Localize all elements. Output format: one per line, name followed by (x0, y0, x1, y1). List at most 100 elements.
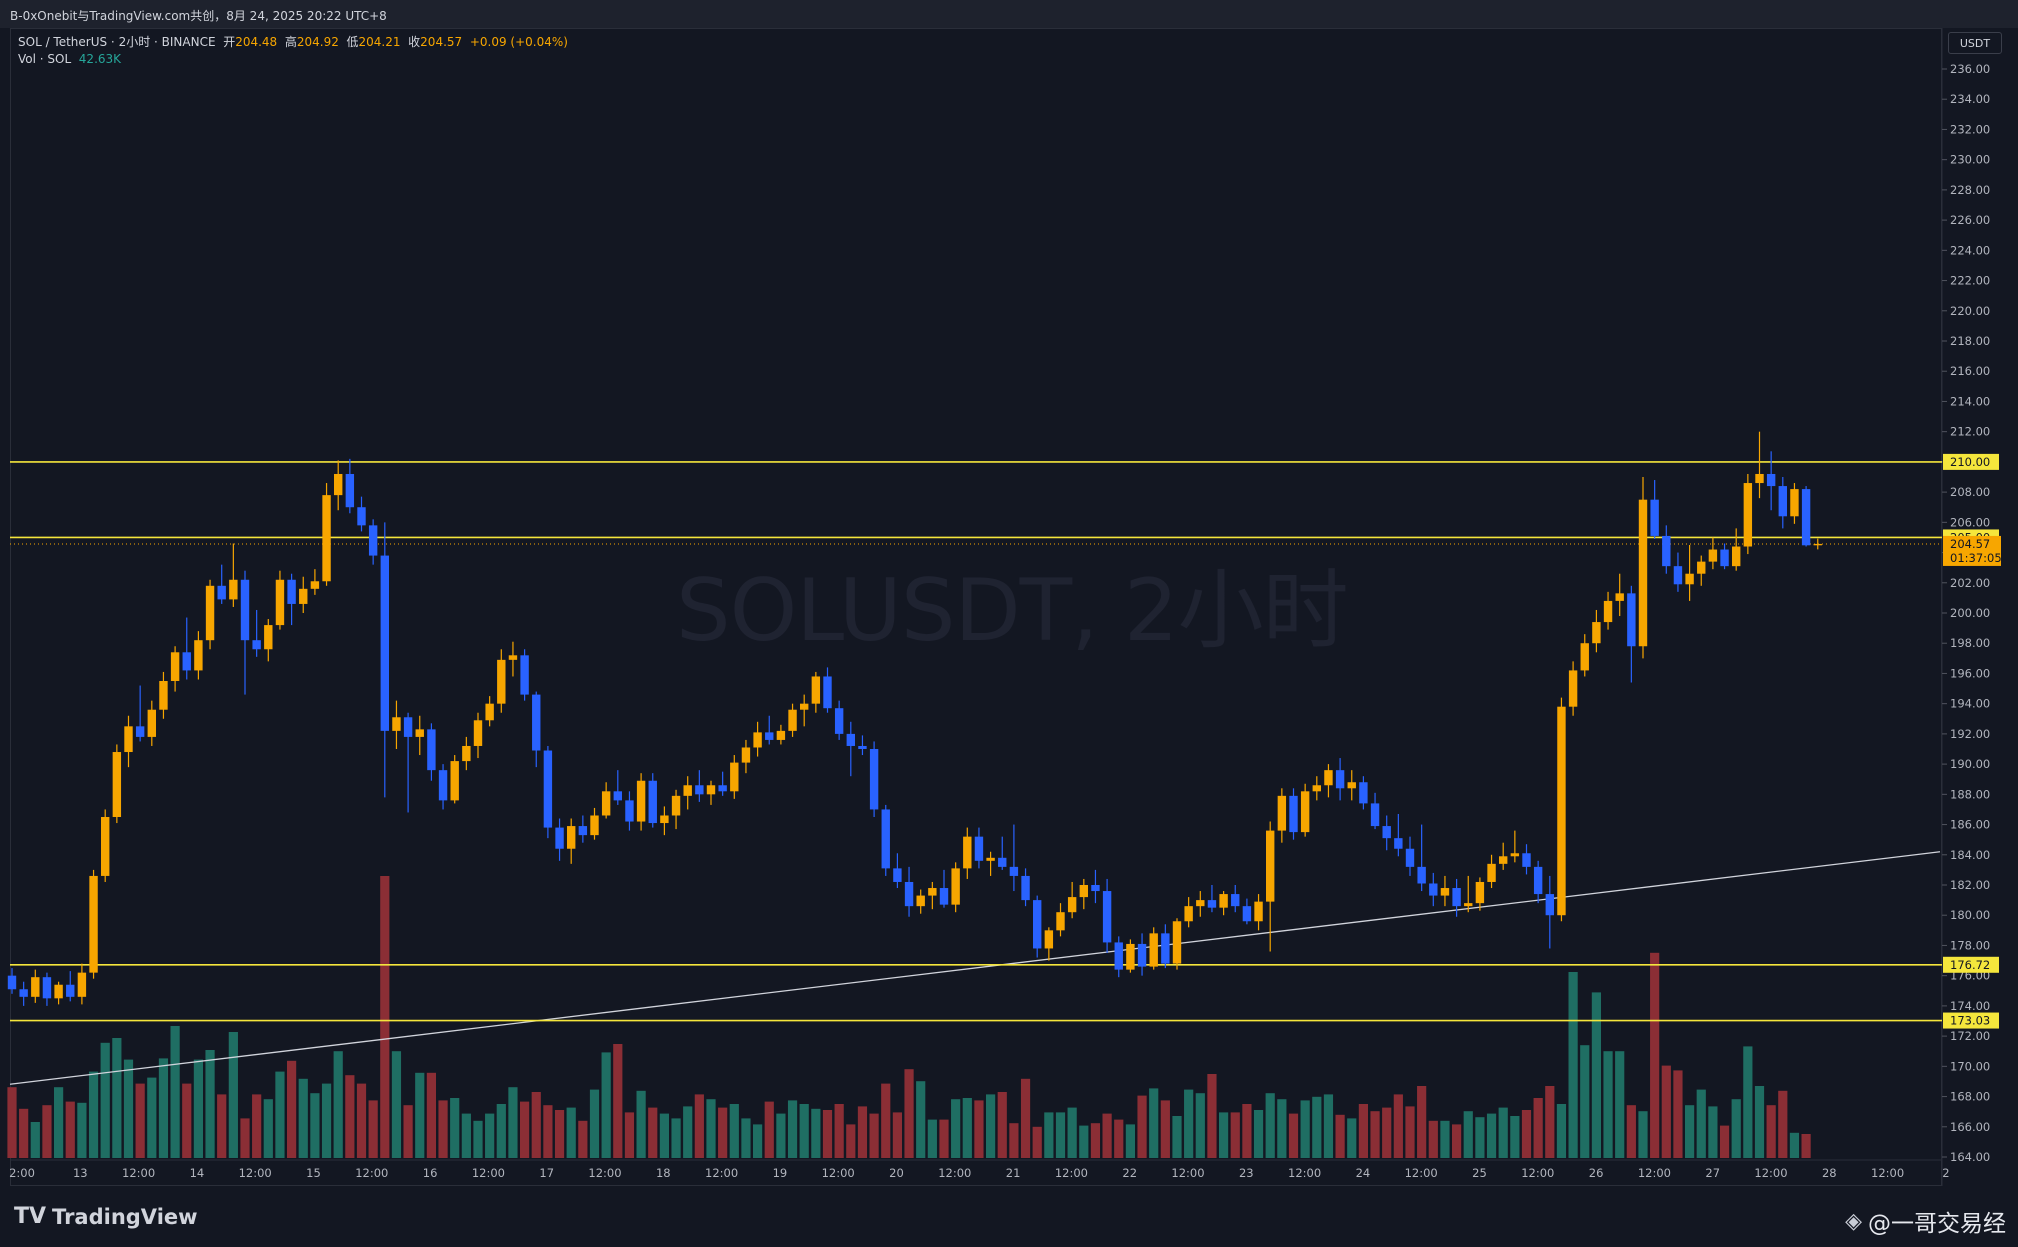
volume-bar (77, 1102, 87, 1158)
symbol-title[interactable]: SOL / TetherUS · 2小时 · BINANCE (18, 35, 216, 49)
price-tick-label: 190.00 (1950, 757, 1990, 771)
candle-body (368, 525, 378, 556)
volume-bar (1230, 1112, 1240, 1158)
volume-bar (438, 1100, 448, 1158)
candle-body (450, 761, 459, 801)
volume-bar (1766, 1105, 1776, 1158)
volume-bar (54, 1087, 64, 1158)
volume-bar (1405, 1106, 1415, 1158)
candle-body (473, 720, 483, 746)
candle-body (1615, 593, 1624, 601)
volume-bar (1556, 1104, 1567, 1158)
candle-body (1347, 782, 1356, 789)
volume-bar (753, 1124, 763, 1158)
candle-body (1417, 866, 1426, 884)
volume-legend-row: Vol · SOL 42.63K (18, 51, 568, 68)
footer-bar (0, 1188, 2018, 1247)
ascending-trendline[interactable] (9, 851, 1941, 1085)
volume-bar (380, 876, 390, 1158)
volume-bar (1568, 972, 1578, 1158)
candle-body (357, 507, 366, 526)
volume-bar (217, 1094, 227, 1158)
currency-selector[interactable]: USDT (1948, 32, 2002, 54)
price-tick-label: 188.00 (1950, 787, 1990, 801)
candle-body (578, 826, 588, 836)
time-tick-label: 12:00 (1754, 1166, 1787, 1180)
candle-body (928, 888, 937, 896)
volume-bar (1661, 1065, 1671, 1158)
volume-bar (962, 1098, 972, 1158)
candle-body (1079, 885, 1088, 898)
volume-bar (927, 1119, 937, 1158)
last-price-label: 204.57 (1950, 537, 1990, 551)
price-chart[interactable]: 164.00 166.00 168.00 170.00 172.00 174.00 176.… (0, 0, 2018, 1188)
candle-body (1592, 622, 1601, 644)
volume-bar (846, 1124, 856, 1158)
volume-bar (589, 1089, 600, 1158)
time-tick-label: 21 (1006, 1166, 1021, 1180)
volume-bar (1009, 1123, 1019, 1158)
candle-body (1405, 848, 1415, 867)
volume-bar (1417, 1086, 1427, 1158)
volume-bar (1685, 1105, 1695, 1158)
volume-bar (822, 1110, 833, 1158)
volume-bar (88, 1071, 99, 1158)
candle-body (31, 977, 40, 997)
candle-body (264, 625, 273, 650)
price-tick-label: 236.00 (1950, 62, 1990, 76)
price-tick-label: 170.00 (1950, 1059, 1990, 1073)
price-tick-label: 216.00 (1950, 364, 1990, 378)
volume-bar (1801, 1134, 1811, 1158)
candle-body (963, 836, 972, 869)
author-credit: ◈ @一哥交易经 (1845, 1204, 2006, 1238)
volume-bar (7, 1087, 17, 1158)
candle-body (66, 984, 75, 997)
candle-body (19, 989, 28, 997)
volume-bar (1370, 1111, 1380, 1158)
candle-body (1219, 894, 1228, 908)
volume-bar (869, 1113, 879, 1158)
candle-body (1662, 535, 1671, 567)
volume-bar (1591, 992, 1601, 1158)
candle-body (299, 588, 308, 604)
volume-bar (1300, 1100, 1310, 1158)
candle-body (124, 726, 133, 753)
candle-body (765, 732, 774, 740)
candle-body (1312, 785, 1321, 792)
volume-bars (7, 876, 1811, 1158)
candle-body (1126, 943, 1135, 970)
candle-body (543, 750, 553, 828)
volume-bar (881, 1083, 891, 1158)
time-tick-label: 12:00 (822, 1166, 855, 1180)
time-tick-label: 12:00 (1638, 1166, 1671, 1180)
candle-body (1324, 770, 1333, 786)
volume-bar (1347, 1118, 1357, 1158)
volume-bar (310, 1093, 320, 1158)
volume-bar (1067, 1107, 1077, 1158)
volume-bar (228, 1032, 238, 1158)
candlesticks (7, 431, 1822, 1006)
volume-bar (112, 1038, 122, 1158)
candle-body (788, 709, 797, 731)
price-tick-label: 208.00 (1950, 485, 1990, 499)
volume-label[interactable]: Vol · SOL (18, 52, 72, 66)
volume-bar (578, 1120, 588, 1158)
candle-body (718, 785, 727, 792)
volume-bar (403, 1105, 413, 1158)
candle-body (1289, 795, 1298, 833)
volume-bar (997, 1092, 1007, 1158)
candle-body (287, 579, 296, 604)
candle-body (310, 581, 320, 589)
volume-bar (182, 1083, 192, 1158)
volume-bar (974, 1100, 984, 1158)
price-tick-label: 212.00 (1950, 425, 1990, 439)
volume-bar (1125, 1124, 1135, 1158)
volume-bar (1312, 1096, 1322, 1158)
volume-bar (1044, 1112, 1054, 1158)
candle-body (1673, 566, 1683, 585)
tradingview-logo[interactable]: 𝗧𝗩 TradingView (14, 1204, 198, 1229)
volume-bar (345, 1075, 355, 1158)
volume-bar (333, 1051, 343, 1158)
volume-bar (1265, 1093, 1275, 1158)
candle-body (462, 745, 471, 762)
